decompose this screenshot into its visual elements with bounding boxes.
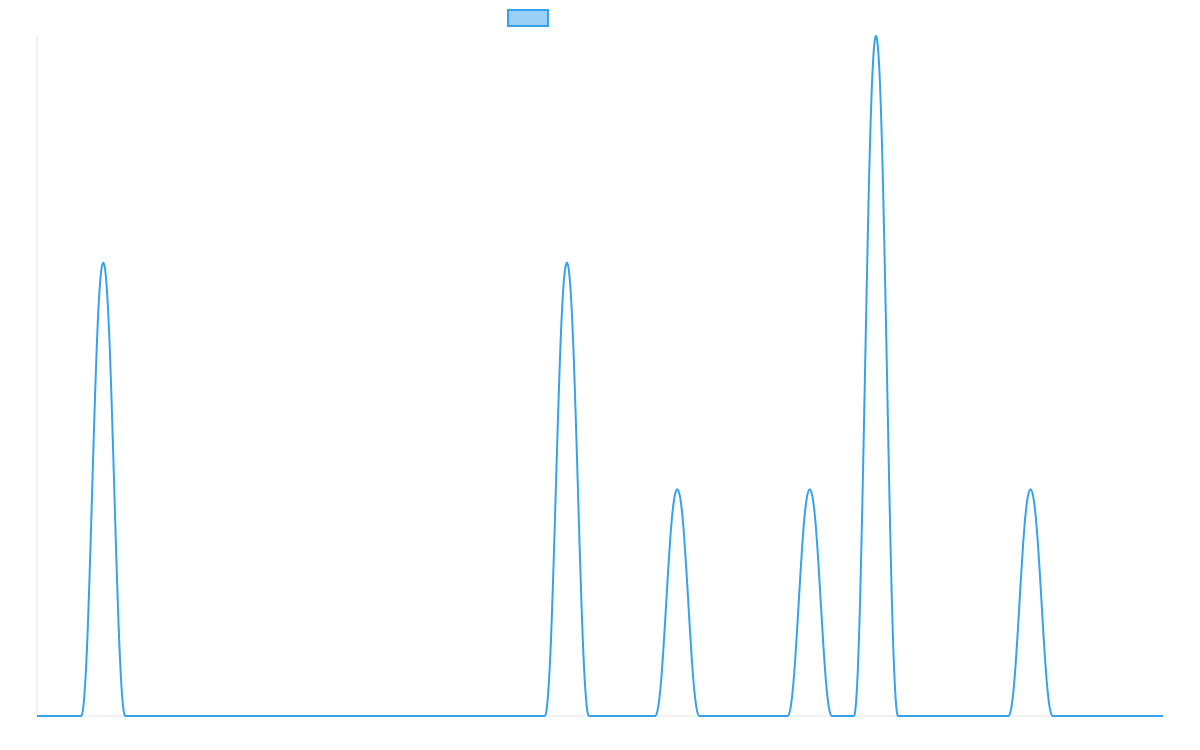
series-line-0[interactable] [37, 35, 1163, 717]
series-group [37, 35, 1163, 717]
legend-swatch[interactable] [507, 9, 549, 27]
legend[interactable] [507, 9, 555, 27]
